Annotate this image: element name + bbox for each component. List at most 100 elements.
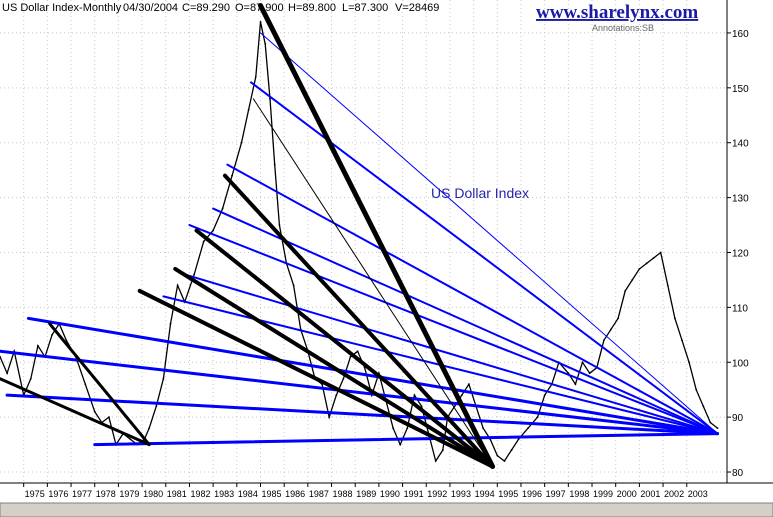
x-tick-label: 1975 <box>25 489 45 499</box>
price-point <box>652 257 655 259</box>
price-point <box>328 416 331 419</box>
price-point <box>193 273 196 276</box>
price-point <box>510 449 513 451</box>
trend-line <box>212 207 719 435</box>
price-point <box>666 284 669 287</box>
price-point <box>460 394 463 397</box>
price-point <box>162 377 165 380</box>
price-point <box>441 449 444 451</box>
price-point <box>356 350 359 353</box>
price-point <box>467 383 470 386</box>
annotations-credit: Annotations:SB <box>592 23 654 33</box>
price-point <box>176 284 179 287</box>
x-tick-label: 1980 <box>143 489 163 499</box>
x-axis-ticks: 1975 1976 1977 1978 1979 1980 1981 1982 1983 1984… <box>23 483 708 499</box>
x-tick-label: 1995 <box>498 489 518 499</box>
x-tick-label: 1982 <box>190 489 210 499</box>
trend-line <box>93 432 720 447</box>
x-tick-label: 1986 <box>285 489 305 499</box>
x-tick-label: 1996 <box>522 489 542 499</box>
x-tick-label: 1983 <box>214 489 234 499</box>
price-point <box>202 240 205 243</box>
price-point <box>342 377 345 380</box>
price-point <box>631 279 634 281</box>
price-point <box>581 361 584 364</box>
trend-line <box>137 288 495 469</box>
x-tick-label: 1987 <box>309 489 329 499</box>
x-tick-label: 1988 <box>333 489 353 499</box>
x-tick-label: 2003 <box>688 489 708 499</box>
price-point <box>517 438 520 440</box>
price-point <box>0 355 1 358</box>
x-tick-label: 1990 <box>380 489 400 499</box>
price-point <box>51 333 53 336</box>
y-tick-label: 150 <box>732 84 749 95</box>
x-tick-label: 1989 <box>356 489 376 499</box>
gridlines <box>0 0 727 483</box>
y-tick-label: 160 <box>732 29 749 40</box>
price-point <box>610 328 612 331</box>
trend-line <box>259 32 719 435</box>
x-tick-label: 1999 <box>593 489 613 499</box>
y-tick-label: 90 <box>732 413 744 424</box>
price-point <box>617 317 619 320</box>
trend-line <box>26 316 720 436</box>
price-point <box>247 108 250 111</box>
horizontal-scrollbar[interactable] <box>0 502 773 517</box>
price-point <box>536 416 539 419</box>
header-volume: V=28469 <box>395 2 439 14</box>
chart-annotation: US Dollar Index <box>431 185 529 201</box>
price-point <box>413 394 416 397</box>
x-tick-label: 1985 <box>261 489 281 499</box>
price-point <box>695 388 698 391</box>
x-tick-label: 1997 <box>546 489 566 499</box>
header-close: C=89.290 <box>182 2 230 14</box>
price-point <box>259 21 262 23</box>
brand-link[interactable]: www.sharelynx.com <box>536 2 698 23</box>
price-point <box>702 405 705 408</box>
x-tick-label: 1976 <box>48 489 68 499</box>
price-point <box>273 163 276 166</box>
header-date: 04/30/2004 <box>123 2 178 14</box>
price-point <box>155 405 158 408</box>
x-tick-label: 1994 <box>475 489 495 499</box>
x-tick-label: 1984 <box>238 489 258 499</box>
price-point <box>709 421 712 424</box>
trend-line <box>0 377 151 447</box>
price-point <box>6 372 9 375</box>
x-tick-label: 1991 <box>404 489 424 499</box>
header-open: O=87.900 <box>235 2 284 14</box>
price-point <box>659 251 662 254</box>
price-point <box>681 339 683 342</box>
trend-line <box>188 224 719 435</box>
price-point <box>453 405 456 408</box>
price-point <box>254 75 257 78</box>
price-point <box>264 43 267 45</box>
y-tick-label: 100 <box>732 358 749 369</box>
x-tick-label: 1978 <box>96 489 116 499</box>
price-point <box>645 262 648 265</box>
price-point <box>543 394 546 397</box>
price-point <box>624 289 627 292</box>
price-point <box>638 268 641 270</box>
price-point <box>240 141 243 144</box>
price-point <box>588 372 591 375</box>
price-point <box>406 427 409 430</box>
trend-line <box>0 349 720 436</box>
price-point <box>221 207 224 210</box>
trend-lines <box>0 2 720 470</box>
trend-line <box>226 163 719 435</box>
x-tick-label: 1977 <box>72 489 92 499</box>
price-point <box>29 377 32 380</box>
x-tick-label: 2001 <box>640 489 660 499</box>
trend-line <box>5 393 720 436</box>
chart-title: US Dollar Index-Monthly <box>2 2 122 14</box>
price-point <box>674 317 676 320</box>
price-point <box>434 460 437 462</box>
price-point <box>716 427 719 430</box>
price-point <box>129 438 132 440</box>
x-tick-label: 1979 <box>119 489 139 499</box>
price-point <box>84 383 87 386</box>
price-point <box>688 361 691 364</box>
